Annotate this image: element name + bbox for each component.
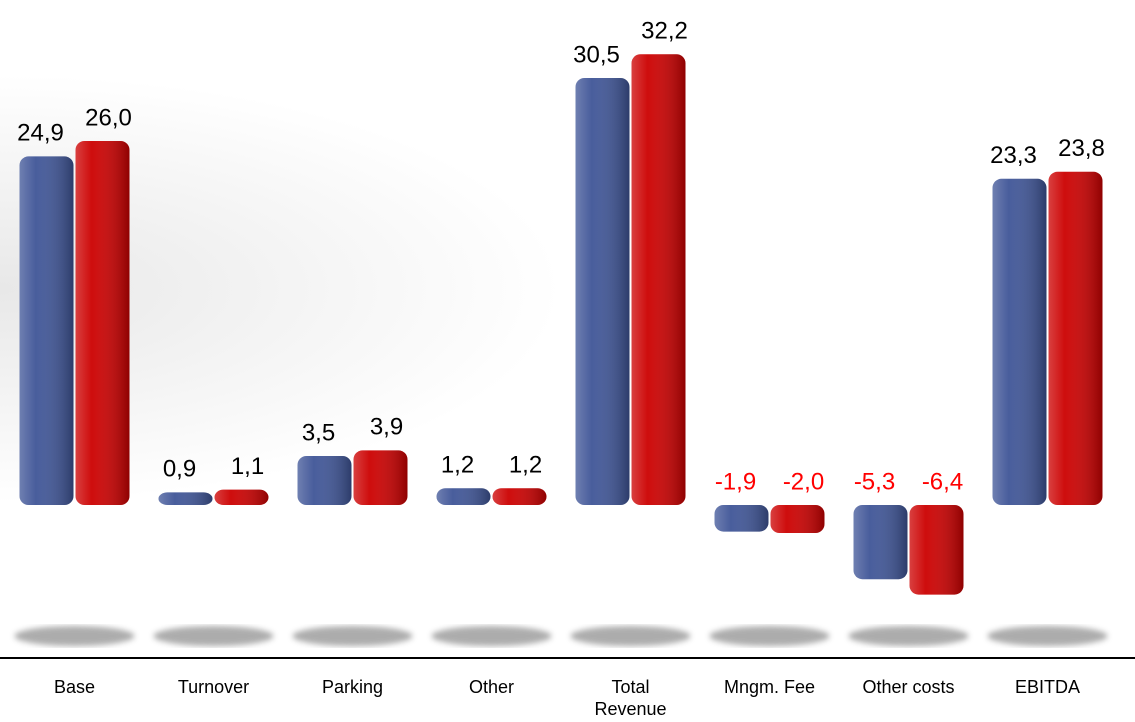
x-tick-label: Turnover bbox=[177, 677, 250, 697]
bar-shade bbox=[992, 178, 1047, 506]
bar-shade bbox=[853, 505, 908, 580]
floor-shadow bbox=[987, 626, 1108, 646]
bar-shade bbox=[214, 489, 269, 505]
bar-shade bbox=[909, 505, 964, 595]
floor-shadow bbox=[848, 626, 969, 646]
floor-shadow bbox=[14, 626, 135, 646]
value-label: 0,9 bbox=[163, 456, 196, 483]
x-tick-label: Base bbox=[53, 677, 96, 697]
x-tick-label: Total Revenue bbox=[594, 677, 667, 719]
x-tick-label: Mngm. Fee bbox=[723, 677, 816, 697]
value-label: 3,5 bbox=[302, 419, 335, 446]
value-label: 1,2 bbox=[509, 452, 542, 479]
bar-shade bbox=[297, 456, 352, 505]
bar-shade bbox=[714, 505, 769, 532]
value-label: 23,3 bbox=[990, 142, 1037, 169]
x-tick-label: Parking bbox=[321, 677, 384, 697]
floor-shadow bbox=[153, 626, 274, 646]
value-label: 1,1 bbox=[231, 453, 264, 480]
bar-shade bbox=[75, 141, 130, 505]
floor-shadow bbox=[431, 626, 552, 646]
value-label: 24,9 bbox=[17, 120, 64, 147]
value-label: -1,9 bbox=[715, 468, 756, 495]
bar-shade bbox=[158, 492, 213, 505]
bar-shade bbox=[631, 54, 686, 505]
value-label: 23,8 bbox=[1058, 135, 1105, 162]
value-label: 32,2 bbox=[641, 18, 688, 45]
x-tick-label: EBITDA bbox=[1014, 677, 1080, 697]
bar-shade bbox=[492, 488, 547, 505]
x-tick-label: Other bbox=[468, 677, 515, 697]
value-label: -5,3 bbox=[854, 468, 895, 495]
bar-shade bbox=[19, 156, 74, 505]
bar-shade bbox=[353, 450, 408, 505]
bar-shade bbox=[436, 488, 491, 505]
bar-shade bbox=[1048, 171, 1103, 506]
floor-shadow bbox=[709, 626, 830, 646]
value-label: 30,5 bbox=[573, 41, 620, 68]
bar-shade bbox=[575, 78, 630, 505]
floor-shadow bbox=[292, 626, 413, 646]
value-label: -6,4 bbox=[922, 468, 963, 495]
value-label: 1,2 bbox=[441, 452, 474, 479]
value-label: 26,0 bbox=[85, 104, 132, 131]
floor-shadow bbox=[570, 626, 691, 646]
bar-shade bbox=[770, 505, 825, 533]
x-tick-label: Other costs bbox=[862, 677, 955, 697]
value-label: -2,0 bbox=[783, 468, 824, 495]
value-label: 3,9 bbox=[370, 414, 403, 441]
